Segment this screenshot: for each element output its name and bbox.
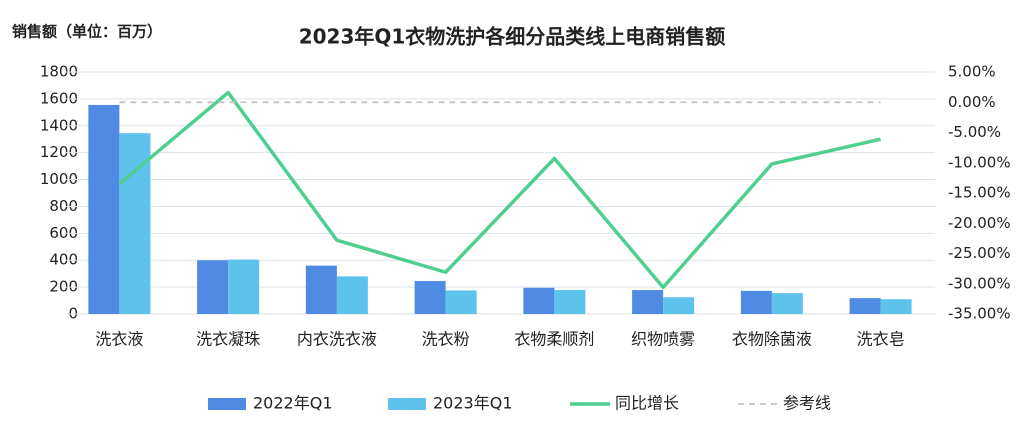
x-tick-label: 内衣洗衣液 — [297, 330, 377, 349]
legend-swatch — [208, 398, 246, 410]
y-tick-label: 1200 — [40, 143, 78, 161]
bar — [336, 276, 368, 314]
y2-tick-label: -5.00% — [948, 123, 1001, 141]
x-tick-label: 洗衣凝珠 — [196, 330, 260, 349]
bar — [305, 265, 337, 314]
bar — [554, 290, 586, 314]
y2-tick-label: -15.00% — [948, 184, 1011, 202]
y-tick-label: 1000 — [40, 170, 78, 188]
legend-label: 参考线 — [783, 394, 831, 413]
y2-tick-label: -35.00% — [948, 305, 1011, 323]
bar — [740, 290, 772, 314]
bar — [88, 104, 120, 314]
bar — [228, 259, 260, 314]
bar — [197, 260, 229, 314]
bar — [445, 290, 477, 314]
y2-tick-label: -10.00% — [948, 153, 1011, 171]
x-tick-label: 衣物除菌液 — [732, 330, 812, 349]
y-tick-label: 1800 — [40, 63, 78, 81]
x-tick-label: 洗衣皂 — [857, 330, 905, 349]
y2-tick-label: -25.00% — [948, 244, 1011, 262]
bar — [663, 297, 695, 314]
bar — [632, 290, 664, 314]
y-tick-label: 800 — [49, 197, 78, 215]
y-axis-label: 销售额（单位：百万） — [12, 23, 162, 41]
y-tick-label: 1600 — [40, 89, 78, 107]
bar — [523, 287, 555, 314]
x-tick-label: 织物喷雾 — [631, 330, 695, 349]
y2-tick-label: -30.00% — [948, 274, 1011, 292]
y-tick-label: 400 — [49, 251, 78, 269]
y-tick-label: 1400 — [40, 116, 78, 134]
y2-tick-label: 0.00% — [948, 93, 996, 111]
y-tick-label: 200 — [49, 278, 78, 296]
bar — [880, 299, 912, 314]
legend-label: 2022年Q1 — [253, 394, 333, 413]
bar — [849, 298, 881, 314]
x-tick-label: 洗衣液 — [95, 330, 143, 349]
chart-title: 2023年Q1衣物洗护各细分品类线上电商销售额 — [299, 25, 726, 49]
y2-tick-label: 5.00% — [948, 63, 996, 81]
x-tick-label: 洗衣粉 — [422, 330, 470, 349]
legend-swatch — [388, 398, 426, 410]
y-tick-label: 600 — [49, 224, 78, 242]
x-tick-label: 衣物柔顺剂 — [514, 330, 594, 349]
line — [118, 90, 882, 290]
bar — [771, 293, 803, 314]
legend-label: 同比增长 — [615, 394, 679, 413]
legend-label: 2023年Q1 — [433, 394, 513, 413]
bar — [414, 281, 446, 314]
y2-tick-label: -20.00% — [948, 214, 1011, 232]
